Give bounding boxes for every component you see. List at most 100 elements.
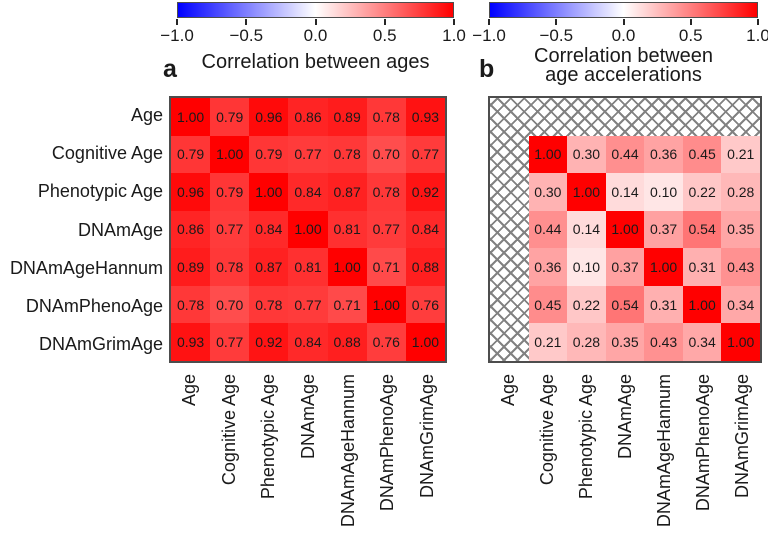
heatmap-cell: 0.54 <box>605 285 645 324</box>
heatmap-cell: 0.78 <box>366 98 406 136</box>
heatmap-cell: 0.86 <box>288 98 328 136</box>
heatmap-cell-masked <box>490 98 529 136</box>
row-label: DNAmPhenoAge <box>25 295 163 316</box>
heatmap-cell: 0.34 <box>682 323 722 361</box>
heatmap-cell: 1.00 <box>249 173 289 211</box>
heatmap-cell: 0.87 <box>249 248 289 286</box>
heatmap-cell: 1.00 <box>327 248 367 286</box>
colorbar-tick-b <box>757 19 759 25</box>
heatmap-cell: 0.79 <box>210 98 250 136</box>
colorbar-tick-label-a: 0.0 <box>303 26 328 45</box>
heatmap-cell: 0.35 <box>605 323 645 361</box>
heatmap-cell: 0.28 <box>721 173 760 211</box>
heatmap-cell: 0.70 <box>366 135 406 174</box>
colorbar-tick-label-b: −1.0 <box>472 26 506 45</box>
heatmap-cells-a: 1.00 0.79 0.96 0.86 0.89 0.78 0.93 0.79 1.00 0.79… <box>171 98 445 361</box>
colorbar-tick-a <box>245 19 248 25</box>
heatmap-cell: 0.93 <box>405 98 445 136</box>
row-label: DNAmGrimAge <box>38 333 163 354</box>
heatmap-cell: 0.10 <box>644 173 683 211</box>
heatmap-a: 1.00 0.79 0.96 0.86 0.89 0.78 0.93 0.79 1.00 0.79… <box>169 96 447 363</box>
heatmap-cell: 0.14 <box>605 173 645 211</box>
heatmap-cell: 1.00 <box>405 323 445 361</box>
heatmap-cell: 0.71 <box>366 248 406 286</box>
colorbar-tick-label-b: 0.0 <box>611 26 636 45</box>
heatmap-cell: 0.45 <box>682 135 722 174</box>
heatmap-cell: 0.77 <box>288 135 328 174</box>
heatmap-cell: 0.88 <box>405 248 445 286</box>
row-label: Age <box>130 105 163 126</box>
heatmap-cell: 1.00 <box>682 285 722 324</box>
heatmap-cell: 1.00 <box>366 285 406 324</box>
heatmap-cell-masked <box>490 211 529 249</box>
heatmap-cell: 0.34 <box>721 285 760 324</box>
heatmap-cell: 1.00 <box>171 98 211 136</box>
heatmap-cell: 0.54 <box>682 210 722 249</box>
heatmap-cells-b: 1.00 0.30 0.44 0.36 0.45 0.21 0.30 1.00 0.14 0.10… <box>490 98 760 361</box>
heatmap-cell: 0.70 <box>210 285 250 324</box>
heatmap-cell: 0.37 <box>605 248 645 286</box>
heatmap-cell: 0.21 <box>721 135 760 174</box>
heatmap-cell: 0.28 <box>567 323 606 361</box>
heatmap-cell: 0.84 <box>288 323 328 361</box>
row-label: Phenotypic Age <box>37 181 163 202</box>
heatmap-cell: 0.96 <box>171 173 211 211</box>
heatmap-cell: 0.79 <box>249 135 289 174</box>
heatmap-cell: 0.81 <box>288 248 328 286</box>
colorbar-tick-a <box>453 19 455 25</box>
heatmap-cell: 0.78 <box>249 285 289 324</box>
heatmap-cell: 1.00 <box>721 323 760 361</box>
colorbar-b <box>489 2 758 18</box>
heatmap-cell: 0.37 <box>644 210 683 249</box>
col-label: DNAmAge <box>615 374 635 460</box>
col-label: Cognitive Age <box>536 374 557 486</box>
heatmap-cell: 0.21 <box>528 323 568 361</box>
heatmap-cell: 0.43 <box>644 323 683 361</box>
heatmap-cell: 0.79 <box>171 135 211 174</box>
heatmap-cell: 0.31 <box>644 285 683 324</box>
heatmap-cell: 0.78 <box>171 285 211 324</box>
heatmap-cell: 0.30 <box>567 135 606 174</box>
colorbar-tick-label-b: 1.0 <box>746 26 768 45</box>
heatmap-cell: 0.88 <box>327 323 367 361</box>
heatmap-cell: 1.00 <box>288 210 328 249</box>
heatmap-cell: 1.00 <box>605 210 645 249</box>
heatmap-cell-masked <box>490 286 529 324</box>
panel-title-line-a: Correlation between ages <box>201 51 430 73</box>
heatmap-cell: 0.79 <box>210 173 250 211</box>
panel-title-b: Correlation between age accelerations <box>489 46 758 85</box>
heatmap-cell: 0.78 <box>327 135 367 174</box>
heatmap-cell-masked <box>606 98 645 136</box>
panel-letter-a: a <box>163 55 177 83</box>
colorbar-a <box>177 2 454 18</box>
colorbar-tick-a <box>176 19 178 25</box>
heatmap-cell: 1.00 <box>567 173 606 211</box>
heatmap-cell: 0.96 <box>249 98 289 136</box>
col-label: Phenotypic Age <box>575 374 596 500</box>
heatmap-cell: 0.77 <box>405 135 445 174</box>
heatmap-cell: 0.22 <box>682 173 722 211</box>
heatmap-cell: 0.44 <box>528 210 568 249</box>
colorbar-tick-label-a: 0.5 <box>372 26 397 45</box>
panel-letter-b: b <box>479 55 495 83</box>
heatmap-cell: 0.87 <box>327 173 367 211</box>
colorbar-tick-b <box>488 19 490 25</box>
heatmap-cell: 0.31 <box>682 248 722 286</box>
heatmap-cell: 0.86 <box>171 210 211 249</box>
col-label: DNAmGrimAge <box>732 374 753 499</box>
heatmap-cell: 0.36 <box>644 135 683 174</box>
heatmap-cell-masked <box>490 136 529 174</box>
heatmap-cell: 1.00 <box>528 135 568 174</box>
heatmap-cell: 0.89 <box>171 248 211 286</box>
heatmap-cell: 0.22 <box>567 285 606 324</box>
heatmap-cell: 0.77 <box>366 210 406 249</box>
heatmap-cell: 0.77 <box>210 323 250 361</box>
col-label: Age <box>497 374 518 407</box>
heatmap-cell-masked <box>490 173 529 211</box>
heatmap-cell: 0.84 <box>288 173 328 211</box>
heatmap-cell-masked <box>644 98 683 136</box>
colorbar-tick-b <box>622 19 625 25</box>
heatmap-cell: 0.36 <box>528 248 568 286</box>
colorbar-tick-label-b: 0.5 <box>678 26 703 45</box>
